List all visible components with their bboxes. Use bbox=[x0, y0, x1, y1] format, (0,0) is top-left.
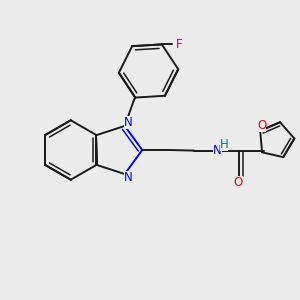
Text: N: N bbox=[124, 116, 133, 129]
Text: F: F bbox=[176, 38, 182, 51]
Text: N: N bbox=[124, 171, 133, 184]
Text: O: O bbox=[257, 119, 266, 132]
Text: H: H bbox=[220, 138, 228, 151]
Text: N: N bbox=[213, 143, 222, 157]
Text: O: O bbox=[234, 176, 243, 189]
